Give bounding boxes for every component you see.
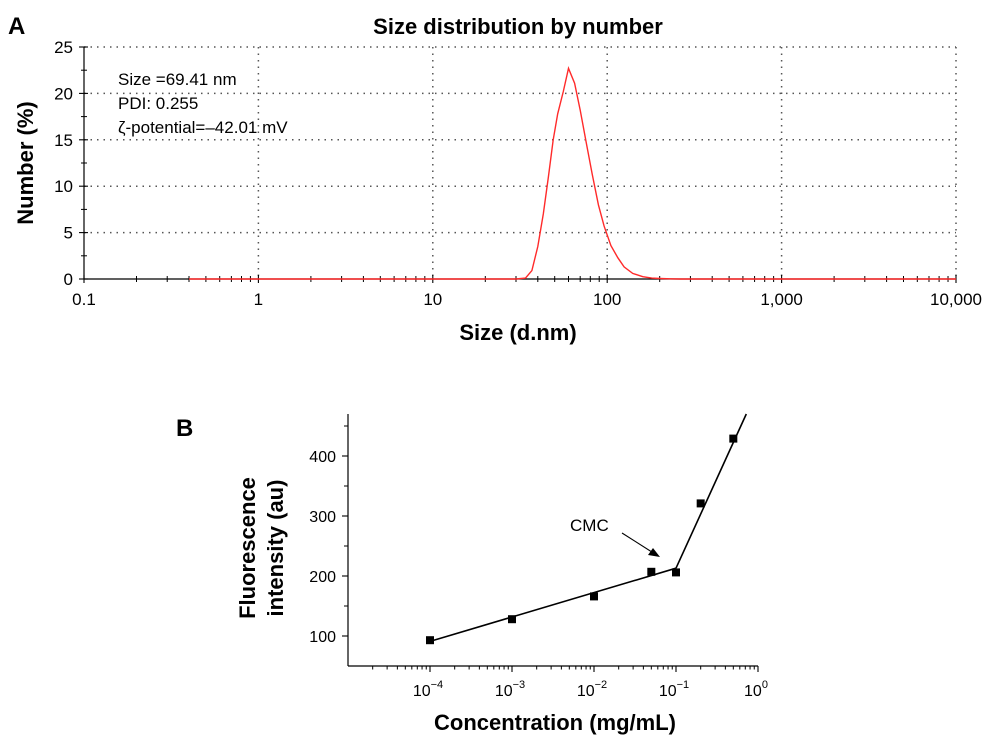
y-tick-label: 20 bbox=[54, 84, 73, 103]
y-tick-label: 100 bbox=[309, 629, 336, 646]
chart-b-x-axis-label: Concentration (mg/mL) bbox=[434, 710, 676, 735]
chart-b-y-tick-labels: 100 200 300 400 bbox=[309, 449, 336, 646]
chart-b-points bbox=[426, 434, 738, 645]
annotation-zeta-potential: ζ-potential=–42.01 mV bbox=[118, 118, 288, 137]
size-distribution-line bbox=[189, 65, 956, 280]
x-tick-label: 1,000 bbox=[760, 290, 803, 309]
chart-b-axes bbox=[342, 414, 759, 672]
y-tick-label: 400 bbox=[309, 449, 336, 466]
data-point bbox=[426, 636, 434, 645]
cmc-arrowhead bbox=[648, 548, 660, 557]
panel-b-label: B bbox=[176, 415, 193, 442]
y-tick-label: 10 bbox=[54, 177, 73, 196]
data-point bbox=[729, 434, 738, 443]
x-tick-label: 1 bbox=[254, 290, 263, 309]
chart-b-cmc-annotation: CMC bbox=[570, 516, 660, 557]
x-tick-label: 10−4 bbox=[413, 679, 443, 700]
data-point bbox=[590, 592, 598, 601]
panel-a-label: A bbox=[8, 13, 25, 40]
chart-a-grid bbox=[84, 46, 957, 279]
y-tick-label: 15 bbox=[54, 131, 73, 150]
y-tick-label: 0 bbox=[64, 270, 73, 289]
y-tick-label: 300 bbox=[309, 509, 336, 526]
annotation-size: Size =69.41 nm bbox=[118, 70, 237, 89]
y-tick-label: 5 bbox=[64, 224, 73, 243]
panel-a: A Size distribution by number 0.1 1 10 100 1… bbox=[8, 13, 982, 345]
data-point bbox=[508, 615, 516, 624]
chart-a-y-axis-label: Number (%) bbox=[13, 101, 38, 224]
data-point bbox=[647, 567, 656, 576]
annotation-pdi: PDI: 0.255 bbox=[118, 94, 198, 113]
chart-a-x-tick-labels: 0.1 1 10 100 1,000 10,000 bbox=[72, 290, 982, 309]
data-point bbox=[672, 568, 680, 577]
chart-b-x-tick-labels: 10−4 10−3 10−2 10−1 100 bbox=[413, 679, 768, 700]
chart-b-y-axis-label-line-2: intensity (au) bbox=[263, 480, 288, 617]
cmc-label: CMC bbox=[570, 516, 609, 535]
chart-a-y-tick-labels: 0 5 10 15 20 25 bbox=[54, 38, 73, 289]
panel-b: B 100 200 300 400 10−4 10−3 10−2 10−1 100 CMC C… bbox=[176, 413, 768, 735]
x-tick-label: 100 bbox=[744, 679, 768, 700]
cmc-arrow bbox=[621, 532, 656, 555]
x-tick-label: 10−2 bbox=[577, 679, 607, 700]
x-tick-label: 10−3 bbox=[495, 679, 525, 700]
chart-a-series bbox=[189, 65, 956, 280]
x-tick-label: 10,000 bbox=[930, 290, 982, 309]
chart-a-annotations: Size =69.41 nm PDI: 0.255 ζ-potential=–4… bbox=[118, 70, 288, 137]
x-tick-label: 0.1 bbox=[72, 290, 96, 309]
x-tick-label: 10 bbox=[423, 290, 442, 309]
y-tick-label: 25 bbox=[54, 38, 73, 57]
y-tick-label: 200 bbox=[309, 569, 336, 586]
x-tick-label: 10−1 bbox=[659, 679, 689, 700]
chart-a-title: Size distribution by number bbox=[373, 14, 663, 39]
chart-a-x-axis-label: Size (d.nm) bbox=[459, 320, 576, 345]
chart-b-y-axis-label-line-1: Fluorescence bbox=[235, 477, 260, 619]
x-tick-label: 100 bbox=[593, 290, 621, 309]
fit-line bbox=[429, 567, 677, 643]
data-point bbox=[696, 499, 705, 508]
